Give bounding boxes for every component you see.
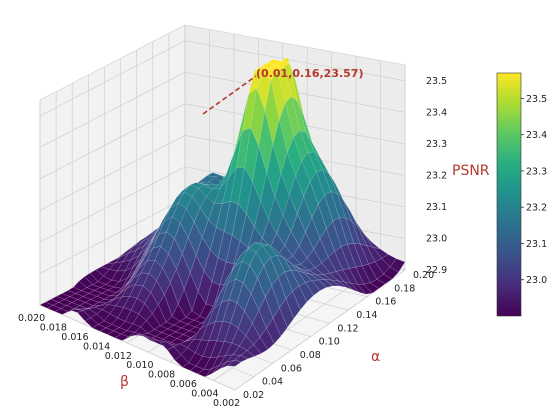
surface-patch xyxy=(363,282,380,294)
alpha-tick-label: 0.18 xyxy=(394,283,415,294)
psnr-axis-ticks: 22.9 23.0 23.1 23.2 23.3 23.4 23.5 xyxy=(426,76,447,276)
beta-tick-label: 0.016 xyxy=(61,332,88,343)
beta-tick-label: 0.012 xyxy=(105,351,132,362)
colorbar-tick-label: 23.3 xyxy=(526,166,547,177)
beta-tick-label: 0.020 xyxy=(18,313,45,324)
left-grid-line xyxy=(39,103,186,180)
left-grid-line xyxy=(39,40,186,117)
surface-patch xyxy=(357,284,373,295)
beta-tick-label: 0.018 xyxy=(40,322,67,333)
alpha-tick-label: 0.14 xyxy=(356,310,377,321)
psnr-tick-label: 23.2 xyxy=(426,170,447,181)
alpha-tick-label: 0.10 xyxy=(319,337,340,348)
surface-patch xyxy=(305,280,321,296)
psnr-tick-label: 23.0 xyxy=(426,234,447,245)
alpha-axis-label: α xyxy=(371,349,380,365)
beta-tick-label: 0.008 xyxy=(148,370,175,381)
left-grid-line xyxy=(39,135,186,211)
surface-patch xyxy=(330,279,347,288)
colorbar xyxy=(496,72,522,317)
alpha-axis-ticks: 0.02 0.04 0.06 0.08 0.10 0.12 0.14 0.16 0.18 0.20 xyxy=(243,270,434,401)
colorbar-tick-label: 23.0 xyxy=(526,275,547,286)
floor-grid-line xyxy=(39,304,236,391)
surface-patch xyxy=(240,350,255,359)
beta-tick-label: 0.006 xyxy=(170,379,197,390)
annotation-label: (0.01,0.16,23.57) xyxy=(256,67,364,80)
annotation-leader-line xyxy=(202,75,257,115)
colorbar-tick-label: 23.4 xyxy=(526,130,547,141)
surface-patch xyxy=(383,266,399,280)
psnr-tick-label: 23.3 xyxy=(426,139,447,150)
psnr-surface xyxy=(39,56,406,378)
psnr-axis-label: PSNR xyxy=(452,163,490,179)
colorbar-tick-label: 23.5 xyxy=(526,94,547,105)
psnr-tick-label: 23.1 xyxy=(426,202,447,213)
beta-tick-label: 0.004 xyxy=(191,389,218,400)
surface-patch xyxy=(376,273,393,285)
alpha-tick-label: 0.20 xyxy=(413,270,434,281)
surface-patch xyxy=(318,279,334,288)
colorbar-tick-label: 23.2 xyxy=(526,203,547,214)
alpha-tick-label: 0.12 xyxy=(337,323,358,334)
alpha-tick-label: 0.08 xyxy=(300,350,321,361)
surface-patch xyxy=(350,283,367,295)
psnr-tick-label: 23.4 xyxy=(426,107,447,118)
left-grid-line xyxy=(39,71,186,148)
psnr-tick-label: 22.9 xyxy=(426,265,447,276)
left-grid-line xyxy=(39,198,186,274)
beta-tick-label: 0.010 xyxy=(126,360,153,371)
surface-patch xyxy=(311,279,327,291)
beta-axis-ticks: 0.0200.0180.0160.0140.0120.0100.0080.006… xyxy=(18,313,240,409)
colorbar-ticks: 23.0 23.1 23.2 23.3 23.4 23.5 xyxy=(521,94,547,286)
alpha-tick-label: 0.02 xyxy=(243,390,264,401)
beta-axis-label: β xyxy=(120,374,129,390)
left-grid-line xyxy=(39,166,186,243)
beta-tick-label: 0.014 xyxy=(83,341,110,352)
alpha-tick-label: 0.06 xyxy=(281,363,302,374)
psnr-tick-label: 23.5 xyxy=(426,76,447,87)
back-grid-line xyxy=(184,40,406,82)
beta-tick-label: 0.002 xyxy=(213,398,240,409)
alpha-tick-label: 0.04 xyxy=(262,377,283,388)
alpha-tick-label: 0.16 xyxy=(375,297,396,308)
colorbar-tick-label: 23.1 xyxy=(526,239,547,250)
surface-patch xyxy=(227,360,242,367)
